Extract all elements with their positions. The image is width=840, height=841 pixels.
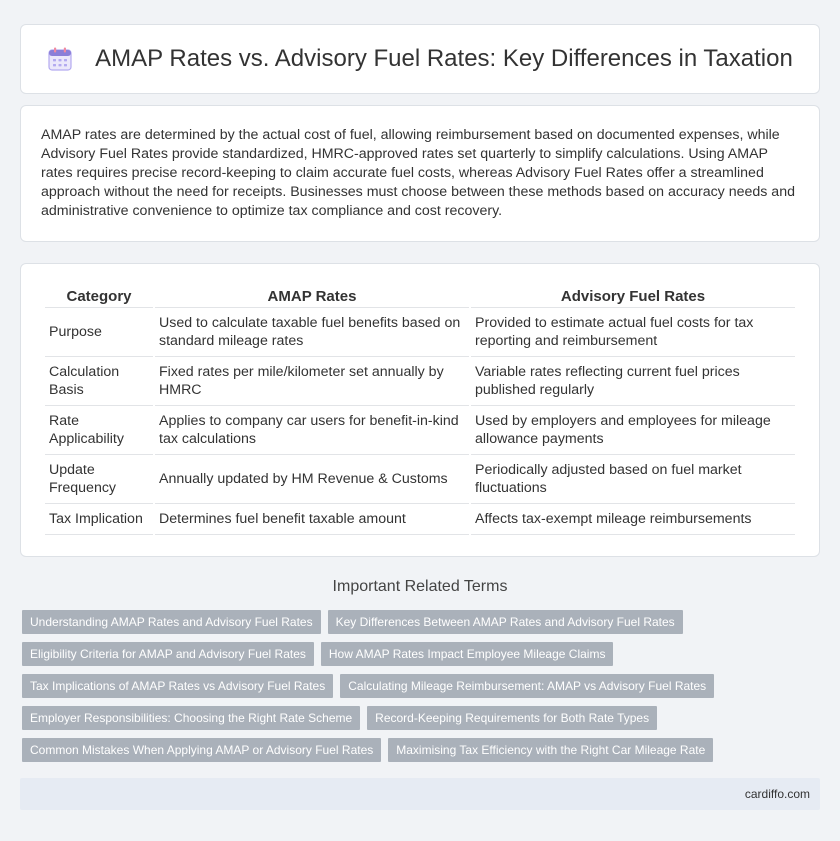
summary-text: AMAP rates are determined by the actual … — [41, 127, 795, 219]
header-card: AMAP Rates vs. Advisory Fuel Rates: Key … — [20, 24, 820, 94]
table-row: Purpose Used to calculate taxable fuel b… — [45, 308, 795, 357]
header-category: Category — [45, 284, 153, 308]
row-category: Calculation Basis — [45, 357, 153, 406]
row-category: Purpose — [45, 308, 153, 357]
table-row: Update Frequency Annually updated by HM … — [45, 455, 795, 504]
related-terms-list: Understanding AMAP Rates and Advisory Fu… — [22, 610, 822, 770]
related-term-link[interactable]: Tax Implications of AMAP Rates vs Adviso… — [22, 674, 334, 698]
related-term-link[interactable]: Employer Responsibilities: Choosing the … — [22, 706, 361, 730]
calendar-icon — [48, 47, 72, 71]
comparison-table: Category AMAP Rates Advisory Fuel Rates … — [43, 284, 797, 535]
related-term-link[interactable]: Record-Keeping Requirements for Both Rat… — [367, 706, 658, 730]
related-term-link[interactable]: How AMAP Rates Impact Employee Mileage C… — [320, 642, 614, 666]
row-amap: Determines fuel benefit taxable amount — [155, 504, 469, 535]
row-advisory: Affects tax-exempt mileage reimbursement… — [471, 504, 795, 535]
row-advisory: Variable rates reflecting current fuel p… — [471, 357, 795, 406]
page-title: AMAP Rates vs. Advisory Fuel Rates: Key … — [95, 45, 793, 72]
table-row: Tax Implication Determines fuel benefit … — [45, 504, 795, 535]
row-amap: Fixed rates per mile/kilometer set annua… — [155, 357, 469, 406]
header-advisory-fuel-rates: Advisory Fuel Rates — [471, 284, 795, 308]
row-amap: Applies to company car users for benefit… — [155, 406, 469, 455]
table-row: Calculation Basis Fixed rates per mile/k… — [45, 357, 795, 406]
row-category: Tax Implication — [45, 504, 153, 535]
row-amap: Used to calculate taxable fuel benefits … — [155, 308, 469, 357]
related-terms-title: Important Related Terms — [332, 578, 508, 595]
row-advisory: Used by employers and employees for mile… — [471, 406, 795, 455]
comparison-table-card: Category AMAP Rates Advisory Fuel Rates … — [20, 263, 820, 557]
related-term-link[interactable]: Key Differences Between AMAP Rates and A… — [327, 610, 683, 634]
row-advisory: Provided to estimate actual fuel costs f… — [471, 308, 795, 357]
header-amap-rates: AMAP Rates — [155, 284, 469, 308]
footer-site-link[interactable]: cardiffo.com — [744, 787, 810, 801]
row-category: Rate Applicability — [45, 406, 153, 455]
related-term-link[interactable]: Common Mistakes When Applying AMAP or Ad… — [22, 738, 382, 762]
related-term-link[interactable]: Maximising Tax Efficiency with the Right… — [388, 738, 714, 762]
row-category: Update Frequency — [45, 455, 153, 504]
row-amap: Annually updated by HM Revenue & Customs — [155, 455, 469, 504]
row-advisory: Periodically adjusted based on fuel mark… — [471, 455, 795, 504]
table-row: Rate Applicability Applies to company ca… — [45, 406, 795, 455]
footer: cardiffo.com — [20, 778, 820, 810]
summary-card: AMAP rates are determined by the actual … — [20, 105, 820, 242]
table-header-row: Category AMAP Rates Advisory Fuel Rates — [45, 284, 795, 308]
related-term-link[interactable]: Eligibility Criteria for AMAP and Adviso… — [22, 642, 314, 666]
related-term-link[interactable]: Understanding AMAP Rates and Advisory Fu… — [22, 610, 321, 634]
related-term-link[interactable]: Calculating Mileage Reimbursement: AMAP … — [340, 674, 715, 698]
